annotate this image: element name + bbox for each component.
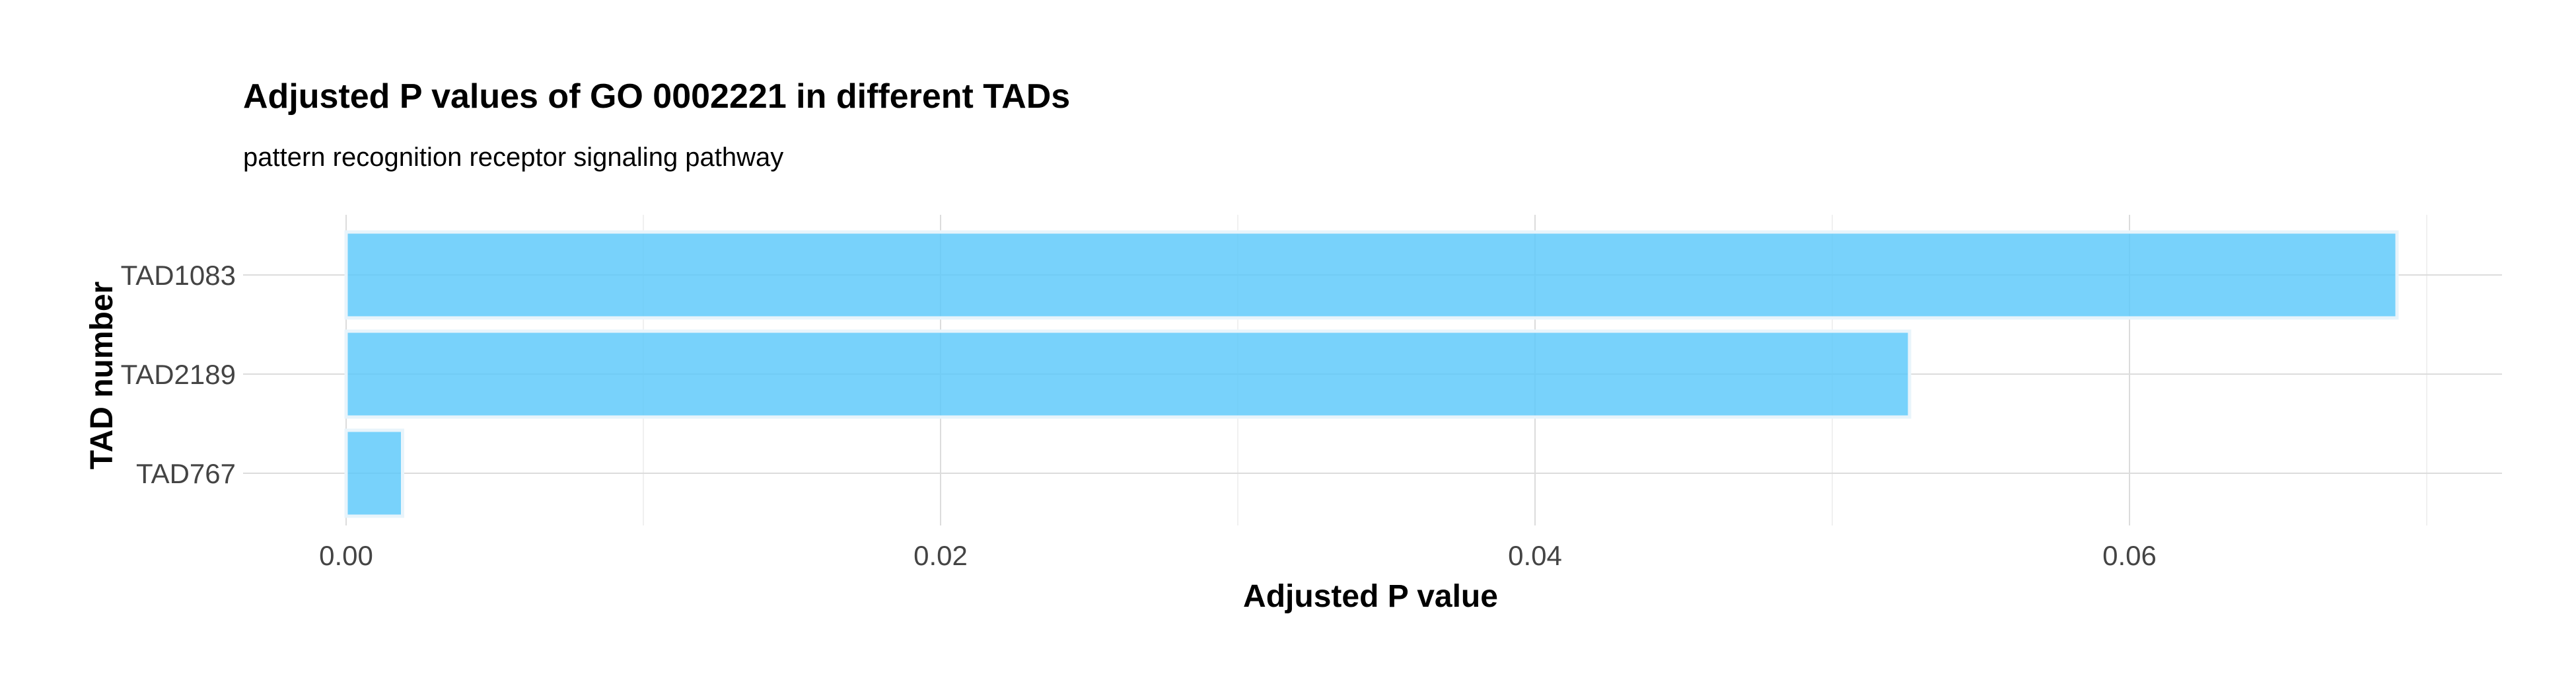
bar-tad2189 [344,329,1912,419]
bars [344,230,2399,518]
bar-tad767 [344,428,404,518]
chart-title: Adjusted P values of GO 0002221 in diffe… [243,77,1070,116]
chart-subtitle: pattern recognition receptor signaling p… [243,143,783,172]
y-tick-label: TAD2189 [121,359,236,390]
x-tick-label: 0.00 [319,540,373,571]
y-axis-title: TAD number [85,282,120,469]
x-tick-label: 0.02 [913,540,968,571]
y-tick-label: TAD1083 [121,260,236,291]
y-tick-label: TAD767 [136,458,236,489]
y-axis-tick-labels: TAD1083 TAD2189 TAD767 [121,260,236,489]
x-tick-label: 0.04 [1508,540,1562,571]
x-axis-title: Adjusted P value [1243,579,1498,614]
x-axis-tick-labels: 0.00 0.02 0.04 0.06 [319,540,2157,571]
x-tick-label: 0.06 [2102,540,2157,571]
bar-tad1083 [344,230,2399,320]
